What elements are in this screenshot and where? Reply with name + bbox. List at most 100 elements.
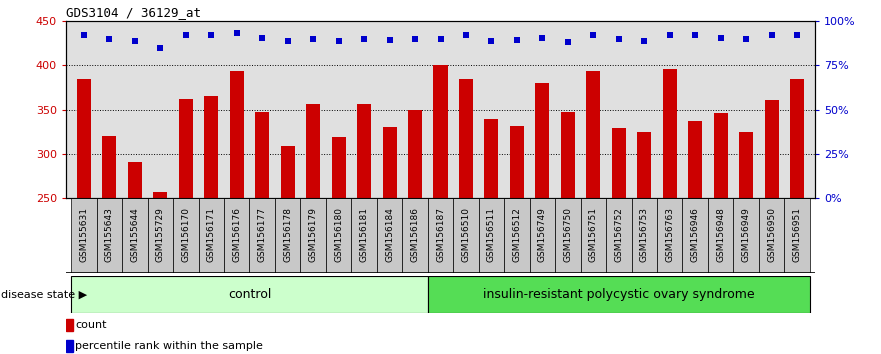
Bar <box>352 198 377 273</box>
Text: GSM156186: GSM156186 <box>411 207 419 262</box>
Bar <box>485 119 499 198</box>
Point <box>561 39 575 45</box>
Bar <box>765 100 779 198</box>
Point <box>102 36 116 42</box>
Text: GSM156176: GSM156176 <box>233 207 241 262</box>
Bar <box>688 121 702 198</box>
Point <box>179 33 193 38</box>
Text: count: count <box>76 320 107 330</box>
Point <box>408 36 422 42</box>
Bar <box>148 198 173 273</box>
Text: GSM156946: GSM156946 <box>691 207 700 262</box>
Bar <box>249 198 275 273</box>
Point <box>306 36 320 42</box>
Bar <box>224 198 249 273</box>
Bar <box>561 113 575 198</box>
Text: GSM156750: GSM156750 <box>563 207 573 262</box>
Point <box>663 33 677 38</box>
Text: GSM156184: GSM156184 <box>385 207 394 262</box>
Bar <box>683 198 708 273</box>
Bar <box>510 126 524 198</box>
Text: GSM156178: GSM156178 <box>283 207 292 262</box>
Bar <box>529 198 555 273</box>
Bar <box>71 276 428 313</box>
Text: GSM156171: GSM156171 <box>207 207 216 262</box>
Bar <box>173 198 198 273</box>
Bar <box>97 198 122 273</box>
Point <box>204 32 218 37</box>
Text: GSM156180: GSM156180 <box>334 207 343 262</box>
Bar <box>759 198 784 273</box>
Bar <box>255 113 270 198</box>
Text: GSM156751: GSM156751 <box>589 207 598 262</box>
Point <box>331 38 345 44</box>
Bar <box>606 198 632 273</box>
Bar <box>122 198 148 273</box>
Point <box>739 36 753 42</box>
Bar <box>382 127 396 198</box>
Bar <box>657 198 683 273</box>
Bar <box>403 198 428 273</box>
Point <box>688 32 702 37</box>
Bar <box>153 192 167 198</box>
Bar <box>230 71 244 198</box>
Text: GSM156179: GSM156179 <box>308 207 318 262</box>
Text: GSM156749: GSM156749 <box>538 207 547 262</box>
Point <box>586 32 600 37</box>
Bar <box>708 198 733 273</box>
Point <box>255 35 270 41</box>
Text: GSM156949: GSM156949 <box>742 207 751 262</box>
Text: disease state ▶: disease state ▶ <box>1 290 87 300</box>
Text: GSM156950: GSM156950 <box>767 207 776 262</box>
Point <box>790 32 804 37</box>
Point <box>714 35 728 41</box>
Bar <box>581 198 606 273</box>
Bar <box>433 65 448 198</box>
Bar <box>326 198 352 273</box>
Bar <box>179 99 193 198</box>
Bar <box>128 162 142 198</box>
Bar <box>66 341 73 352</box>
Bar <box>611 128 626 198</box>
Bar <box>300 198 326 273</box>
Point <box>765 33 779 38</box>
Bar <box>784 198 810 273</box>
Bar <box>459 79 473 198</box>
Point <box>485 38 499 44</box>
Point <box>611 36 626 42</box>
Text: GSM156170: GSM156170 <box>181 207 190 262</box>
Bar <box>198 198 224 273</box>
Text: GSM156511: GSM156511 <box>487 207 496 262</box>
Text: GSM156951: GSM156951 <box>793 207 802 262</box>
Text: GSM156763: GSM156763 <box>665 207 674 262</box>
Bar <box>71 198 97 273</box>
Bar <box>331 137 345 198</box>
Point <box>433 36 448 42</box>
Bar <box>204 96 218 198</box>
Bar <box>408 110 422 198</box>
Point <box>77 32 91 37</box>
Text: GSM155729: GSM155729 <box>156 207 165 262</box>
Bar <box>357 104 371 198</box>
Bar <box>714 113 728 198</box>
Text: GSM156510: GSM156510 <box>462 207 470 262</box>
Point <box>459 32 473 37</box>
Text: GSM156181: GSM156181 <box>359 207 368 262</box>
Text: GSM155631: GSM155631 <box>79 207 88 262</box>
Bar <box>555 198 581 273</box>
Point <box>510 37 524 42</box>
Bar <box>478 198 504 273</box>
Text: percentile rank within the sample: percentile rank within the sample <box>76 341 263 351</box>
Bar <box>306 104 320 198</box>
Bar <box>275 198 300 273</box>
Text: GSM156177: GSM156177 <box>258 207 267 262</box>
Point <box>128 38 142 44</box>
Bar <box>428 198 453 273</box>
Bar <box>739 132 753 198</box>
Bar <box>281 146 294 198</box>
Bar <box>77 79 91 198</box>
Text: GSM156187: GSM156187 <box>436 207 445 262</box>
Point <box>536 35 550 41</box>
Bar <box>632 198 657 273</box>
Bar <box>536 83 550 198</box>
